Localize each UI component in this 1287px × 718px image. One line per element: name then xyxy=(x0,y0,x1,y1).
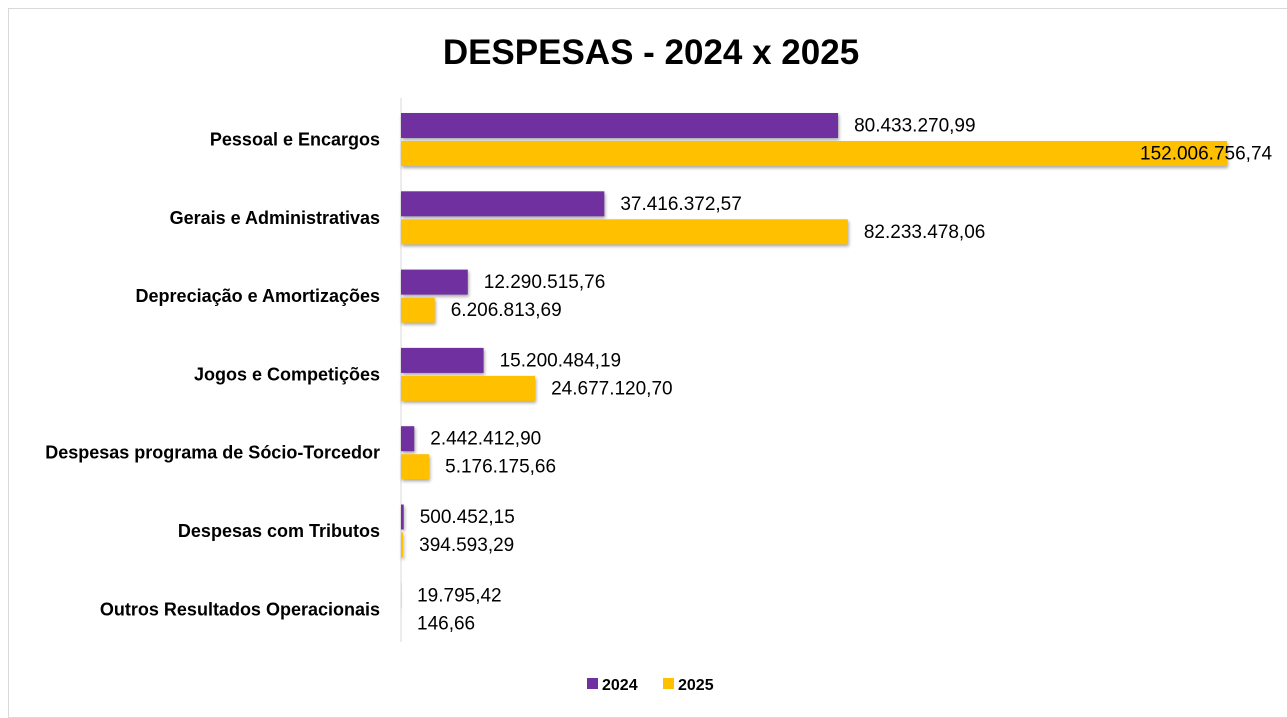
bar-2024-despesas-programa-de-socio-torcedor xyxy=(401,426,414,451)
legend-label-2024: 2024 xyxy=(602,677,638,694)
data-label-2025-depreciacao-e-amortizacoes: 6.206.813,69 xyxy=(451,300,562,321)
data-label-2025-gerais-e-administrativas: 82.233.478,06 xyxy=(864,222,986,243)
data-label-2024-despesas-com-tributos: 500.452,15 xyxy=(420,507,515,528)
data-label-2024-gerais-e-administrativas: 37.416.372,57 xyxy=(620,194,742,215)
bar-2025-despesas-programa-de-socio-torcedor xyxy=(401,454,429,479)
bar-2025-gerais-e-administrativas xyxy=(401,219,848,244)
legend: 2024 2025 xyxy=(587,677,714,694)
category-label-gerais-e-administrativas: Gerais e Administrativas xyxy=(170,208,380,228)
category-label-depreciacao-e-amortizacoes: Depreciação e Amortizações xyxy=(136,286,380,306)
bars xyxy=(401,113,1227,636)
legend-swatch-2025 xyxy=(663,678,674,689)
data-label-2024-depreciacao-e-amortizacoes: 12.290.515,76 xyxy=(484,272,606,293)
bar-2025-despesas-com-tributos xyxy=(401,533,403,558)
bar-2025-pessoal-e-encargos xyxy=(401,141,1227,166)
category-labels: Pessoal e Encargos Gerais e Administrativ… xyxy=(45,130,380,620)
data-label-2024-outros-resultados-operacionais: 19.795,42 xyxy=(417,585,502,606)
data-label-2025-outros-resultados-operacionais: 146,66 xyxy=(417,613,475,634)
data-label-2025-jogos-e-competicoes: 24.677.120,70 xyxy=(551,378,673,399)
data-label-2025-despesas-programa-de-socio-torcedor: 5.176.175,66 xyxy=(445,457,556,478)
bar-2024-jogos-e-competicoes xyxy=(401,348,484,373)
legend-label-2025: 2025 xyxy=(678,677,714,694)
category-label-outros-resultados-operacionais: Outros Resultados Operacionais xyxy=(100,599,380,619)
category-label-pessoal-e-encargos: Pessoal e Encargos xyxy=(210,130,380,150)
data-label-2025-despesas-com-tributos: 394.593,29 xyxy=(419,535,514,556)
legend-swatch-2024 xyxy=(587,678,598,689)
bar-2024-pessoal-e-encargos xyxy=(401,113,838,138)
data-label-2025-pessoal-e-encargos: 152.006.756,74 xyxy=(1140,144,1273,165)
data-label-2024-pessoal-e-encargos: 80.433.270,99 xyxy=(854,116,976,137)
bar-2024-despesas-com-tributos xyxy=(401,505,404,530)
category-label-despesas-programa-de-socio-torcedor: Despesas programa de Sócio-Torcedor xyxy=(45,443,380,463)
chart-title: DESPESAS - 2024 x 2025 xyxy=(443,33,859,72)
bar-2025-jogos-e-competicoes xyxy=(401,376,535,401)
bar-2024-depreciacao-e-amortizacoes xyxy=(401,270,468,295)
data-label-2024-despesas-programa-de-socio-torcedor: 2.442.412,90 xyxy=(430,429,541,450)
category-label-jogos-e-competicoes: Jogos e Competições xyxy=(194,364,380,384)
bar-2024-gerais-e-administrativas xyxy=(401,191,604,216)
data-label-2024-jogos-e-competicoes: 15.200.484,19 xyxy=(500,350,622,371)
bar-2025-depreciacao-e-amortizacoes xyxy=(401,298,435,323)
category-label-despesas-com-tributos: Despesas com Tributos xyxy=(178,521,380,541)
